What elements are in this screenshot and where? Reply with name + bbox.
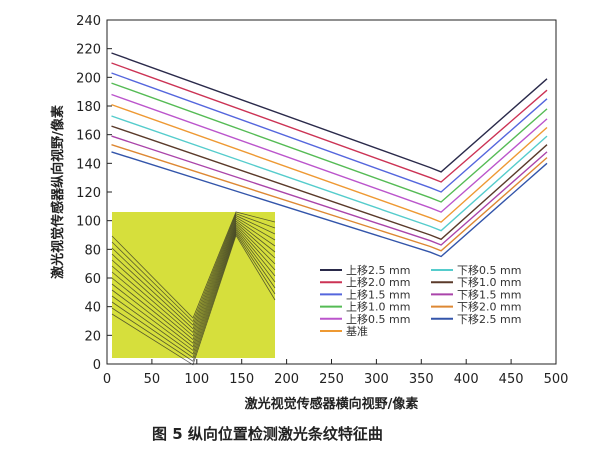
inset-stripe (111, 225, 276, 348)
legend-label: 下移1.5 mm (457, 288, 521, 301)
x-tick-label: 50 (144, 372, 161, 387)
inset-stripe (111, 230, 276, 359)
y-tick-label: 240 (76, 14, 101, 29)
x-tick-label: 200 (274, 372, 299, 387)
series-lines (111, 52, 548, 258)
x-tick-label: 250 (319, 372, 344, 387)
x-tick-label: 350 (409, 372, 434, 387)
x-tick-label: 0 (103, 372, 111, 387)
legend-label: 上移2.5 mm (346, 264, 410, 277)
series-line-1 (111, 62, 548, 183)
legend-label: 上移1.0 mm (346, 301, 410, 314)
legend-label: 上移1.5 mm (346, 288, 410, 301)
series-line-2 (111, 72, 548, 193)
figure-caption: 图 5 纵向位置检测激光条纹特征曲 (152, 425, 383, 443)
axes: 0 50 100 150 200 250 300 350 400 450 500 0 20 40 60 80 1… (76, 14, 568, 387)
inset-stripe (111, 216, 276, 330)
inset-stripe (111, 223, 276, 344)
y-tick-label: 220 (76, 43, 101, 58)
y-tick-label: 120 (76, 186, 101, 201)
inset-stripe (111, 220, 276, 337)
x-tick-label: 150 (229, 372, 254, 387)
inset-stripe (111, 213, 276, 323)
legend-label: 上移2.0 mm (346, 276, 410, 289)
y-tick-label: 140 (76, 157, 101, 172)
inset-stripe (111, 218, 276, 334)
y-tick-label: 20 (84, 329, 101, 344)
x-tick-label: 400 (454, 372, 479, 387)
inset-background (112, 212, 275, 358)
legend-label: 基准 (346, 325, 368, 338)
y-tick-label: 160 (76, 129, 101, 144)
y-tick-label: 80 (84, 243, 101, 258)
series-line-3 (111, 82, 548, 203)
series-line-8 (111, 135, 548, 246)
y-tick-label: 0 (93, 358, 101, 373)
legend-label: 下移1.0 mm (457, 276, 521, 289)
inset-stripe (111, 211, 276, 319)
y-axis-title: 激光视觉传感器纵向视野/像素 (50, 105, 66, 279)
series-line-7 (111, 125, 548, 241)
legend-label: 下移2.5 mm (457, 313, 521, 326)
x-tick-label: 450 (499, 372, 524, 387)
legend-label: 下移2.0 mm (457, 301, 521, 314)
x-tick-label: 100 (184, 372, 209, 387)
inset-stripe (111, 229, 276, 355)
y-tick-label: 60 (84, 272, 101, 287)
x-axis-title: 激光视觉传感器横向视野/像素 (245, 396, 419, 412)
series-line-9 (111, 144, 548, 252)
inset-stripe (111, 234, 276, 366)
inset-stripe (111, 227, 276, 352)
legend-label: 上移0.5 mm (346, 313, 410, 326)
series-line-6 (111, 115, 548, 232)
series-line-5 (111, 103, 548, 223)
y-tick-label: 40 (84, 301, 101, 316)
x-tick-label: 300 (364, 372, 389, 387)
inset-stripe (111, 232, 276, 362)
series-line-0 (111, 52, 548, 173)
x-tick-label: 500 (544, 372, 569, 387)
series-line-4 (111, 93, 548, 213)
y-tick-label: 200 (76, 71, 101, 86)
y-tick-label: 100 (76, 215, 101, 230)
legend-label: 下移0.5 mm (457, 264, 521, 277)
inset-stripe (111, 215, 276, 326)
y-tick-label: 180 (76, 100, 101, 115)
series-line-10 (111, 151, 548, 258)
inset-stripe (111, 222, 276, 341)
inset-image (111, 211, 276, 366)
